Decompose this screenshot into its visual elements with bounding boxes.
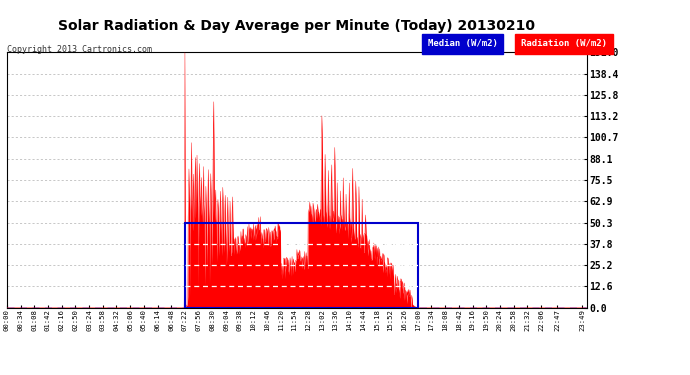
Text: Radiation (W/m2): Radiation (W/m2) [521,39,607,48]
Text: Median (W/m2): Median (W/m2) [428,39,497,48]
Text: Solar Radiation & Day Average per Minute (Today) 20130210: Solar Radiation & Day Average per Minute… [58,19,535,33]
Bar [185,222,417,308]
Text: Copyright 2013 Cartronics.com: Copyright 2013 Cartronics.com [7,45,152,54]
